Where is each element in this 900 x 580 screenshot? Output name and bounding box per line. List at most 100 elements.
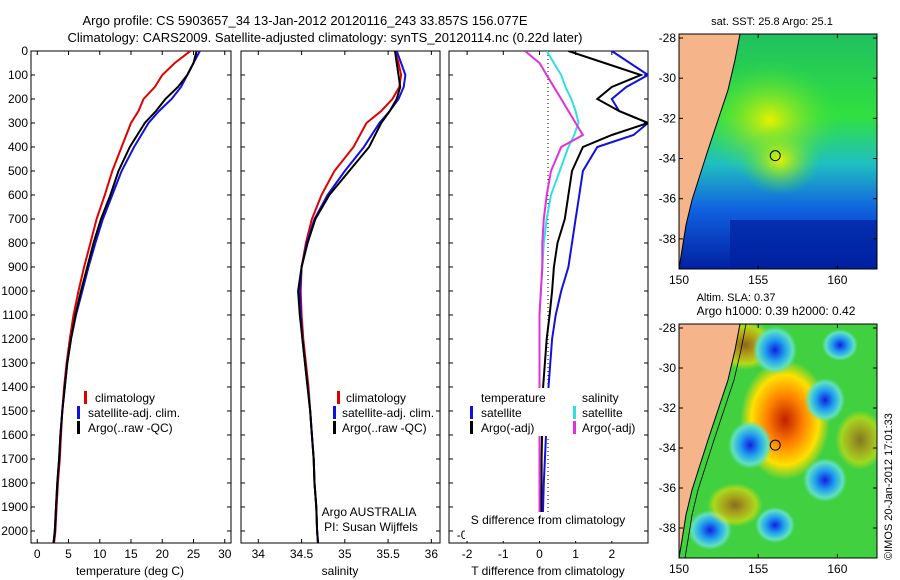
lat-tick-label: -38 <box>659 521 677 535</box>
argo-float-marker <box>769 439 781 451</box>
x-tick-label: 34 <box>252 547 266 561</box>
profile-line-argo-raw-qc- <box>297 51 402 543</box>
x-tick-label: 15 <box>124 547 138 561</box>
depth-tick-label: 0 <box>21 44 28 58</box>
imos-credit: ©IMOS 20-Jan-2012 17:01:33 <box>883 413 895 560</box>
sla-cold-eddy-1 <box>753 326 797 374</box>
temperature-legend: climatology satellite-adj. clim. Argo(..… <box>77 391 180 435</box>
header-line-1: Argo profile: CS 5903657_34 13-Jan-2012 … <box>82 13 527 28</box>
depth-tick-label: 300 <box>8 116 28 130</box>
argo-program-label: Argo AUSTRALIA <box>322 505 417 519</box>
sst-coastline <box>679 34 741 269</box>
s-difference-label-background <box>465 512 635 541</box>
sla-cold-eddy-2 <box>805 378 845 422</box>
legend-label-climatology: climatology <box>346 391 406 405</box>
x-tick-label: -2 <box>462 547 473 561</box>
depth-tick-label: 1200 <box>1 332 28 346</box>
lat-tick-label: -28 <box>659 31 677 45</box>
depth-axis-ticks: 0 100 200 300 400 500 600 700 800 900 1000 1100 1200… <box>1 44 231 538</box>
legend-swatch-t-satellite <box>470 406 473 419</box>
depth-tick-label: 700 <box>8 212 28 226</box>
lat-tick-label: -32 <box>659 111 677 125</box>
lat-tick-label: -34 <box>659 152 677 166</box>
x-tick-label: 1 <box>572 547 579 561</box>
legend-label-argo: Argo(..raw -QC) <box>88 421 173 435</box>
legend-swatch-t-argo <box>470 421 473 434</box>
lat-tick-label: -36 <box>659 481 677 495</box>
legend-swatch-s-argo <box>573 421 576 434</box>
legend-swatch-argo <box>333 421 336 434</box>
sst-map-title: sat. SST: 25.8 Argo: 25.1 <box>711 16 833 28</box>
sst-warm-eddy <box>740 125 820 195</box>
header-line-2: Climatology: CARS2009. Satellite-adjuste… <box>68 30 583 45</box>
x-tick-label: 36 <box>425 547 439 561</box>
sla-map: Altim. SLA: 0.37 Argo h1000: 0.39 h2000:… <box>659 292 878 576</box>
x-tick-label: 35.5 <box>376 547 400 561</box>
lon-tick-label: 160 <box>827 273 847 287</box>
sst-cold-south <box>730 220 877 269</box>
temperature-axis-ticks: 0 5 10 15 20 25 30 <box>34 51 232 561</box>
salinity-depth-ticks <box>241 50 440 532</box>
legend-swatch-satellite <box>77 406 80 419</box>
x-tick-label: -1 <box>498 547 509 561</box>
x-tick-label: 35 <box>338 547 352 561</box>
temperature-profile-lines <box>52 51 201 543</box>
t-difference-axis-label: T difference from climatology <box>471 564 625 578</box>
sla-cold-eddy-5 <box>803 458 847 502</box>
lon-tick-label: 155 <box>748 273 768 287</box>
difference-legend: temperature salinity satellite Argo(-adj… <box>460 388 640 436</box>
sst-map-frame <box>678 33 878 270</box>
x-tick-label: 34.5 <box>290 547 314 561</box>
legend-swatch-s-satellite <box>573 406 576 419</box>
depth-tick-label: 1100 <box>2 308 28 322</box>
sla-land <box>679 324 740 558</box>
x-tick-label: 10 <box>93 547 107 561</box>
sla-map-title-1: Altim. SLA: 0.37 <box>697 292 776 304</box>
lon-tick-label: 155 <box>748 562 768 576</box>
depth-tick-label: 200 <box>8 92 28 106</box>
depth-tick-label: 1500 <box>1 404 28 418</box>
x-tick-label: 30 <box>218 547 232 561</box>
salinity-profile-lines <box>297 51 407 543</box>
legend-label-t-argo: Argo(-adj) <box>481 421 534 435</box>
lat-tick-label: -30 <box>659 71 677 85</box>
legend-label-satellite: satellite-adj. clim. <box>342 406 434 420</box>
principal-investigator-label: PI: Susan Wijffels <box>324 520 418 534</box>
x-tick-label: 0 <box>34 547 41 561</box>
lat-tick-label: -38 <box>659 232 677 246</box>
legend-swatch-argo <box>77 421 80 434</box>
temperature-plot-frame <box>30 50 232 544</box>
legend-swatch-climatology <box>84 391 87 404</box>
temperature-panel: 0100200300400500600700800900100011001200… <box>1 44 231 578</box>
x-tick-label: 2 <box>608 547 615 561</box>
difference-plot-frame <box>448 50 649 544</box>
depth-tick-label: 1400 <box>1 380 28 394</box>
lat-tick-label: -32 <box>659 401 677 415</box>
x-tick-label: 20 <box>156 547 170 561</box>
depth-tick-label: 1000 <box>1 284 28 298</box>
depth-tick-label: 1700 <box>1 452 28 466</box>
depth-tick-label: 1600 <box>1 428 28 442</box>
salinity-legend: climatology satellite-adj. clim. Argo(..… <box>333 391 434 435</box>
sla-warm-south <box>707 483 763 527</box>
sla-map-frame <box>678 323 878 559</box>
legend-swatch-satellite <box>333 406 336 419</box>
salinity-axis-ticks: 34 34.5 35 35.5 36 <box>252 51 439 561</box>
salinity-axis-label: salinity <box>322 564 359 578</box>
sla-cold-eddy-3 <box>822 329 858 361</box>
x-tick-label: 25 <box>187 547 201 561</box>
sla-shelf-contour <box>684 324 747 558</box>
legend-header-temperature: temperature <box>481 391 546 405</box>
sla-warm-east <box>835 410 877 470</box>
sla-map-ticks: -28 -30 -32 -34 -36 -38 150 155 160 <box>659 321 877 576</box>
depth-tick-label: 1800 <box>1 476 28 490</box>
depth-tick-label: 1900 <box>1 500 28 514</box>
lat-tick-label: -28 <box>659 321 677 335</box>
legend-label-argo: Argo(..raw -QC) <box>342 421 427 435</box>
legend-label-climatology: climatology <box>95 391 155 405</box>
difference-depth-ticks <box>449 50 648 532</box>
lon-tick-label: 160 <box>827 562 847 576</box>
difference-legend-background <box>460 388 640 436</box>
lon-tick-label: 150 <box>669 562 689 576</box>
